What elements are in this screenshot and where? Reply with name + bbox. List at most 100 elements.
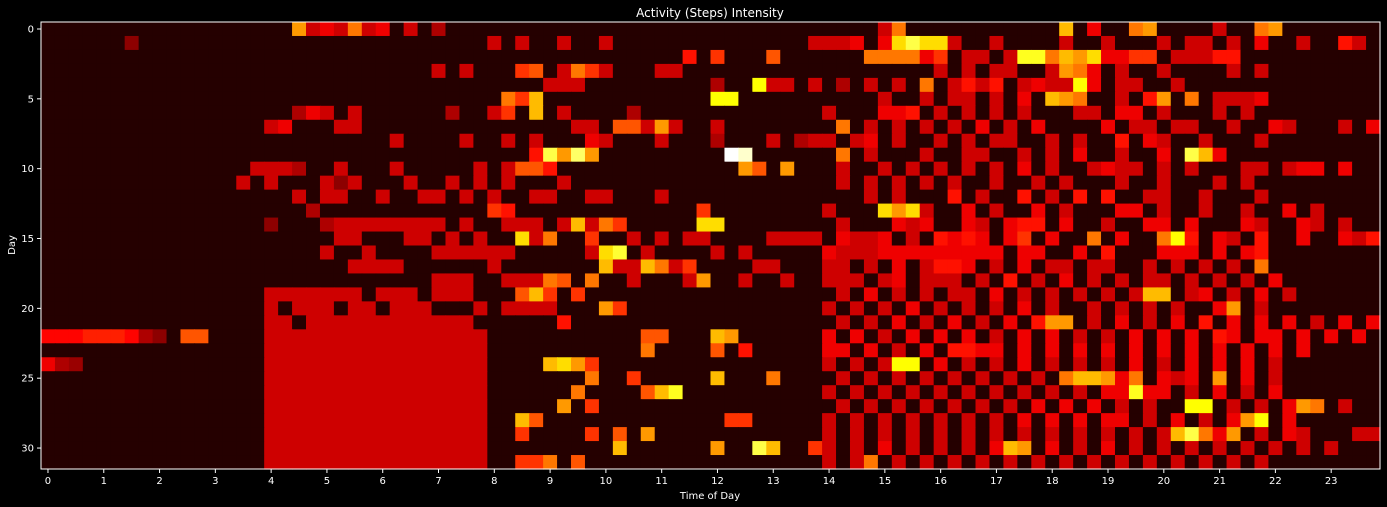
heatmap-cell xyxy=(822,217,837,233)
heatmap-cell xyxy=(640,273,656,289)
heatmap-cell xyxy=(975,49,991,65)
heatmap-cell xyxy=(319,91,335,107)
heatmap-cell xyxy=(264,427,279,442)
heatmap-cell xyxy=(724,315,739,330)
heatmap-cell xyxy=(780,49,795,65)
heatmap-cell xyxy=(1003,175,1018,191)
heatmap-cell xyxy=(1240,259,1256,275)
heatmap-cell xyxy=(375,287,391,302)
heatmap-cell xyxy=(905,49,921,65)
heatmap-cell xyxy=(152,231,168,247)
heatmap-cell xyxy=(1198,259,1214,275)
heatmap-cell xyxy=(668,315,684,330)
heatmap-cell xyxy=(905,455,921,470)
heatmap-cell xyxy=(905,357,921,372)
heatmap-cell xyxy=(738,343,753,358)
heatmap-cell xyxy=(710,217,726,233)
heatmap-cell xyxy=(780,119,795,135)
heatmap-cell xyxy=(306,343,321,358)
heatmap-cell xyxy=(808,49,823,65)
heatmap-cell xyxy=(1310,49,1325,65)
heatmap-cell xyxy=(654,22,670,37)
heatmap-cell xyxy=(41,259,56,275)
heatmap-cell xyxy=(208,231,223,247)
heatmap-cell xyxy=(1045,441,1060,456)
heatmap-cell xyxy=(1282,77,1297,93)
heatmap-cell xyxy=(417,63,433,79)
heatmap-cell xyxy=(68,147,84,163)
heatmap-cell xyxy=(1198,287,1214,302)
heatmap-cell xyxy=(347,91,363,107)
heatmap-cell xyxy=(515,259,530,275)
heatmap-cell xyxy=(1310,203,1325,219)
heatmap-cell xyxy=(933,287,949,302)
heatmap-cell xyxy=(710,35,726,51)
heatmap-cell xyxy=(1338,343,1353,358)
heatmap-cell xyxy=(696,91,712,107)
heatmap-cell xyxy=(1212,301,1228,316)
heatmap-cell xyxy=(431,441,447,456)
heatmap-cell xyxy=(640,49,656,65)
heatmap-cell xyxy=(54,301,70,316)
heatmap-cell xyxy=(1254,273,1270,289)
heatmap-cell xyxy=(333,77,349,93)
heatmap-cell xyxy=(877,161,893,177)
heatmap-cell xyxy=(612,49,628,65)
heatmap-cell xyxy=(250,287,265,302)
heatmap-cell xyxy=(347,63,363,79)
heatmap-cell xyxy=(1045,245,1060,261)
heatmap-cell xyxy=(1324,231,1339,247)
heatmap-cell xyxy=(306,371,321,386)
heatmap-cell xyxy=(654,245,670,261)
heatmap-cell xyxy=(668,455,684,470)
heatmap-cell xyxy=(947,343,963,358)
heatmap-cell xyxy=(891,273,907,289)
heatmap-cell xyxy=(1338,273,1353,289)
heatmap-cell xyxy=(598,273,614,289)
heatmap-cell xyxy=(487,203,502,219)
heatmap-cell xyxy=(501,231,516,247)
heatmap-cell xyxy=(1045,301,1060,316)
heatmap-cell xyxy=(124,77,140,93)
heatmap-cell xyxy=(822,203,837,219)
heatmap-cell xyxy=(319,119,335,135)
heatmap-cell xyxy=(1045,133,1060,149)
heatmap-cell xyxy=(110,455,126,470)
heatmap-cell xyxy=(975,203,991,219)
heatmap-cell xyxy=(96,63,112,79)
heatmap-cell xyxy=(961,22,977,37)
heatmap-cell xyxy=(752,35,767,51)
heatmap-cell xyxy=(598,63,614,79)
heatmap-cell xyxy=(236,455,251,470)
heatmap-cell xyxy=(780,399,795,414)
heatmap-cell xyxy=(1114,259,1130,275)
heatmap-cell xyxy=(417,91,433,107)
heatmap-cell xyxy=(710,161,726,177)
heatmap-cell xyxy=(361,399,377,414)
heatmap-cell xyxy=(347,427,363,442)
heatmap-cell xyxy=(919,315,935,330)
heatmap-cell xyxy=(1045,91,1060,107)
heatmap-cell xyxy=(1212,231,1228,247)
heatmap-cell xyxy=(710,441,726,456)
heatmap-cell xyxy=(543,413,558,428)
heatmap-cell xyxy=(110,203,126,219)
heatmap-cell xyxy=(989,119,1005,135)
heatmap-cell xyxy=(194,161,209,177)
heatmap-cell xyxy=(515,399,530,414)
heatmap-cell xyxy=(264,133,279,149)
heatmap-cell xyxy=(180,175,196,191)
heatmap-cell xyxy=(110,301,126,316)
heatmap-cell xyxy=(584,301,600,316)
heatmap-cell xyxy=(54,287,70,302)
heatmap-cell xyxy=(822,175,837,191)
heatmap-cell xyxy=(515,49,530,65)
heatmap-cell xyxy=(1310,287,1325,302)
heatmap-cell xyxy=(1338,413,1353,428)
heatmap-cell xyxy=(54,35,70,51)
heatmap-cell xyxy=(180,385,196,400)
heatmap-cell xyxy=(1017,63,1032,79)
heatmap-cell xyxy=(584,77,600,93)
heatmap-cell xyxy=(808,147,823,163)
heatmap-cell xyxy=(598,175,614,191)
